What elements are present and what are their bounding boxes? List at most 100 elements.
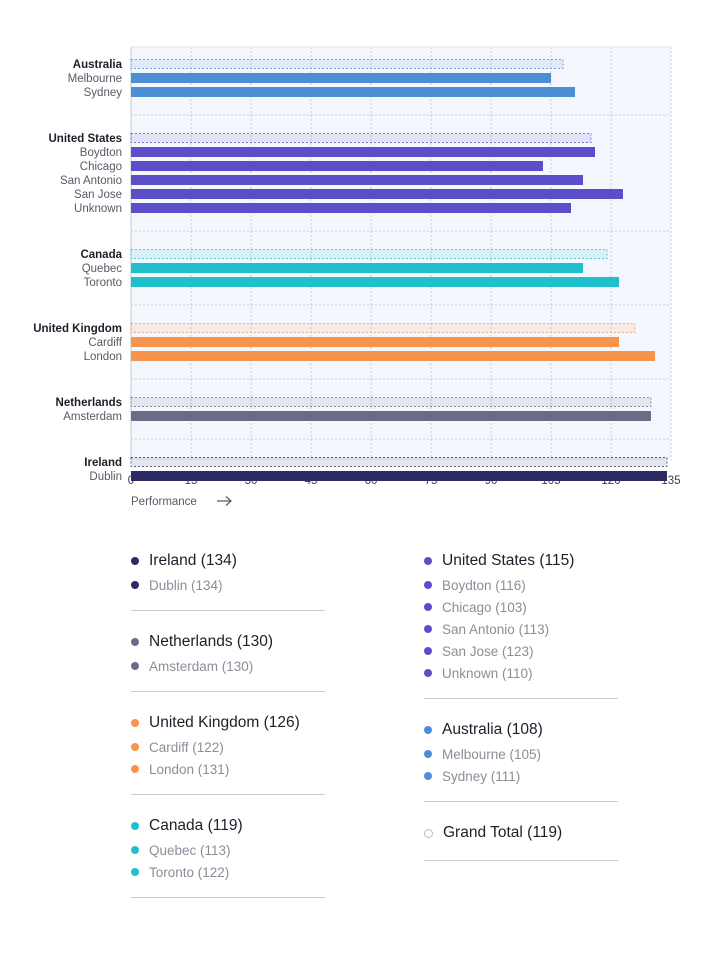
legend-sublabel: Quebec (113) [149,842,231,858]
legend-dot-icon [424,669,432,677]
legend-right-column: United States (115) Boydton (116) Chicago … [424,548,618,879]
legend-subitem-dublin-134-[interactable]: Dublin (134) [131,574,325,596]
total-bar-canada [130,249,608,259]
total-bar-united-states [130,133,592,143]
bar-sydney [131,87,575,97]
legend-sublabel: San Jose (123) [442,643,534,659]
bar-boydton [131,147,595,157]
category-label-united-kingdom: United Kingdom [33,323,122,335]
legend-dot-icon [131,822,139,830]
legend-dot-icon [131,846,139,854]
legend-label: Grand Total (119) [443,824,563,841]
legend-dot-icon [424,726,432,734]
bar-quebec [131,263,583,273]
legend-item-united-kingdom-126-[interactable]: United Kingdom (126) [131,710,325,736]
legend-sublabel: London (131) [149,761,230,777]
legend-label: Netherlands (130) [149,633,274,650]
legend-left-column: Ireland (134) Dublin (134) Netherlands (13… [131,548,325,916]
category-label-netherlands: Netherlands [56,397,122,409]
legend-subitem-cardiff-122-[interactable]: Cardiff (122) [131,736,325,758]
bar-toronto [131,277,619,287]
city-label-chicago: Chicago [80,161,122,173]
city-label-quebec: Quebec [82,263,123,275]
legend-dot-icon [131,638,139,646]
x-axis-title: Performance [131,496,197,508]
bar-san-jose [131,189,623,199]
legend-item-grand-total-119-[interactable]: Grand Total (119) [424,820,618,846]
legend-sublabel: Sydney (111) [442,768,521,784]
legend-sublabel: San Antonio (113) [442,621,550,637]
legend-item-ireland-134-[interactable]: Ireland (134) [131,548,325,574]
legend-group: Ireland (134) Dublin (134) [131,548,325,611]
legend-sublabel: Chicago (103) [442,599,527,615]
legend-sublabel: Boydton (116) [442,577,526,593]
legend-subitem-boydton-116-[interactable]: Boydton (116) [424,574,618,596]
legend-subitem-san-jose-123-[interactable]: San Jose (123) [424,640,618,662]
legend-label: United States (115) [442,552,575,569]
legend-label: Canada (119) [149,817,243,834]
city-label-san-jose: San Jose [74,189,122,201]
legend-subitem-london-131-[interactable]: London (131) [131,758,325,780]
legend-dot-icon [131,719,139,727]
total-bar-ireland [130,457,668,467]
legend-dot-icon [424,772,432,780]
legend-dot-icon [424,603,432,611]
legend-subitem-amsterdam-130-[interactable]: Amsterdam (130) [131,655,325,677]
legend-subitem-quebec-113-[interactable]: Quebec (113) [131,839,325,861]
legend-subitem-san-antonio-113-[interactable]: San Antonio (113) [424,618,618,640]
city-label-amsterdam: Amsterdam [63,411,122,423]
bar-melbourne [131,73,551,83]
legend-group: Australia (108) Melbourne (105) Sydney (11… [424,717,618,802]
legend-subitem-toronto-122-[interactable]: Toronto (122) [131,861,325,883]
city-label-toronto: Toronto [84,277,122,289]
city-label-london: London [84,351,122,363]
total-bar-australia [130,59,564,69]
legend-sublabel: Toronto (122) [149,864,230,880]
legend-dot-icon [131,765,139,773]
legend-dot-icon [131,662,139,670]
legend-dot-icon [131,557,139,565]
legend-dot-icon [424,557,432,565]
legend-group: United Kingdom (126) Cardiff (122) London … [131,710,325,795]
legend-item-australia-108-[interactable]: Australia (108) [424,717,618,743]
legend-subitem-unknown-110-[interactable]: Unknown (110) [424,662,618,684]
bar-amsterdam [131,411,651,421]
legend-dot-icon [424,581,432,589]
city-label-san-antonio: San Antonio [60,175,122,187]
total-bar-united-kingdom [130,323,636,333]
category-label-united-states: United States [49,133,123,145]
legend-dot-icon [424,828,433,838]
city-label-sydney: Sydney [84,87,123,99]
legend-item-canada-119-[interactable]: Canada (119) [131,813,325,839]
legend-group: Grand Total (119) [424,820,618,861]
legend-dot-icon [131,743,139,751]
legend-group: United States (115) Boydton (116) Chicago … [424,548,618,699]
category-label-ireland: Ireland [84,457,122,469]
legend-group: Canada (119) Quebec (113) Toronto (122) [131,813,325,898]
bar-dublin [131,471,667,481]
legend-subitem-melbourne-105-[interactable]: Melbourne (105) [424,743,618,765]
legend-sublabel: Unknown (110) [442,665,533,681]
city-label-boydton: Boydton [80,147,122,159]
legend-dot-icon [424,625,432,633]
bar-london [131,351,655,361]
legend-label: Ireland (134) [149,552,237,569]
performance-bar-chart: 0153045607590105120135PerformanceAustral… [33,46,681,508]
city-label-melbourne: Melbourne [68,73,122,85]
legend-item-netherlands-130-[interactable]: Netherlands (130) [131,629,325,655]
city-label-cardiff: Cardiff [88,337,122,349]
legend-subitem-sydney-111-[interactable]: Sydney (111) [424,765,618,787]
legend-sublabel: Cardiff (122) [149,739,224,755]
legend-dot-icon [131,868,139,876]
city-label-dublin: Dublin [89,471,122,483]
city-label-unknown: Unknown [74,203,122,215]
legend-dot-icon [424,647,432,655]
legend-subitem-chicago-103-[interactable]: Chicago (103) [424,596,618,618]
bar-cardiff [131,337,619,347]
total-bar-netherlands [130,397,652,407]
legend-sublabel: Dublin (134) [149,577,223,593]
legend-sublabel: Melbourne (105) [442,746,542,762]
bar-chicago [131,161,543,171]
legend-dot-icon [424,750,432,758]
legend-item-united-states-115-[interactable]: United States (115) [424,548,618,574]
